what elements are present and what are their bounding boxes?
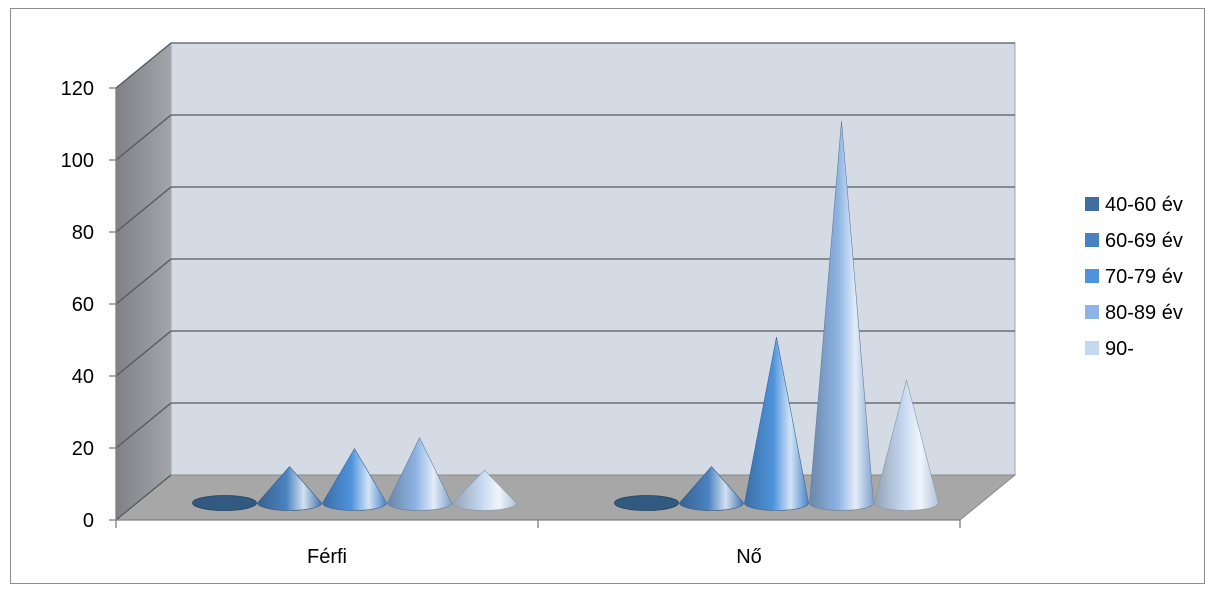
x-axis-categories: Férfi Nő: [307, 546, 762, 568]
y-tick-label: 120: [61, 78, 94, 100]
gridline: [115, 42, 1015, 89]
cone-mark: [387, 437, 452, 511]
cone-mark: [192, 495, 257, 511]
y-axis-ticks: 0 20 40 60 80 100 120: [61, 78, 116, 532]
gridlines: [115, 42, 1015, 521]
cone-mark: [452, 469, 517, 511]
legend-item: 70-79 év: [1085, 266, 1183, 288]
legend-label: 70-79 év: [1105, 266, 1183, 288]
cone-series: [192, 120, 939, 511]
cone-mark: [614, 495, 679, 511]
legend-item: 80-89 év: [1085, 302, 1183, 324]
cone-mark: [679, 466, 744, 511]
legend-swatch: [1085, 305, 1099, 319]
cone-mark: [257, 466, 322, 511]
legend-swatch: [1085, 341, 1099, 355]
y-tick-label: 20: [72, 438, 94, 460]
cone-mark: [809, 120, 874, 511]
cone-mark: [874, 379, 939, 511]
gridline: [115, 402, 1015, 449]
legend-label: 90-: [1105, 338, 1134, 360]
gridline: [115, 186, 1015, 233]
category-label: Nő: [736, 546, 762, 568]
gridline: [115, 258, 1015, 305]
legend-label: 40-60 év: [1105, 194, 1183, 216]
legend-item: 40-60 év: [1085, 194, 1183, 216]
legend-item: 60-69 év: [1085, 230, 1183, 252]
legend-swatch: [1085, 197, 1099, 211]
gridline: [115, 114, 1015, 161]
y-tick-label: 80: [72, 222, 94, 244]
category-label: Férfi: [307, 546, 347, 568]
gridline: [115, 474, 172, 521]
y-tick-label: 0: [83, 510, 94, 532]
legend-label: 80-89 év: [1105, 302, 1183, 324]
y-tick-label: 100: [61, 150, 94, 172]
gridline: [115, 330, 1015, 377]
legend: 40-60 év 60-69 év 70-79 év 80-89 év 90-: [1085, 194, 1183, 360]
legend-label: 60-69 év: [1105, 230, 1183, 252]
y-tick-label: 60: [72, 294, 94, 316]
cone-mark: [322, 448, 387, 511]
legend-swatch: [1085, 269, 1099, 283]
legend-item: 90-: [1085, 338, 1134, 360]
cone-mark: [744, 336, 809, 511]
y-tick-label: 40: [72, 366, 94, 388]
legend-swatch: [1085, 233, 1099, 247]
